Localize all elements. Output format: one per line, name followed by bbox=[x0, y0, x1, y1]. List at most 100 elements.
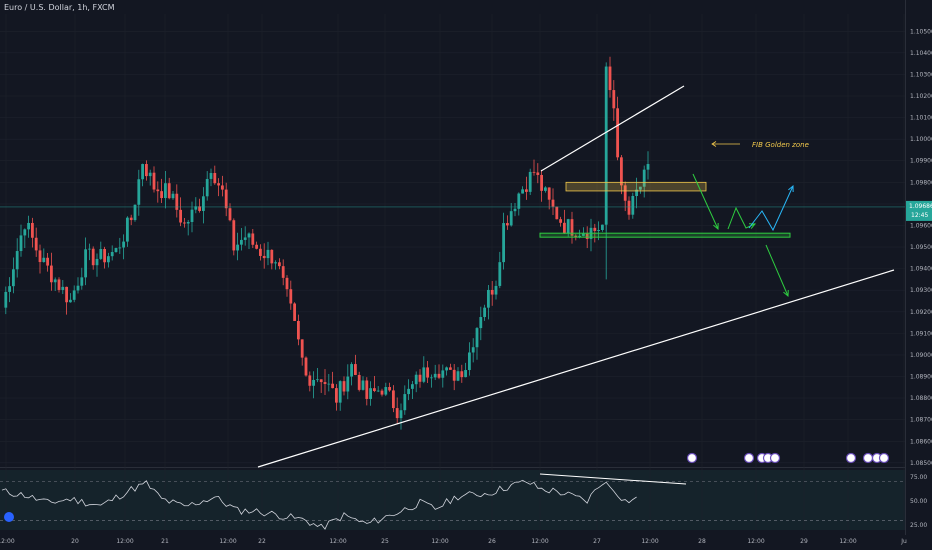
candle-body bbox=[327, 383, 331, 385]
candle-body bbox=[384, 387, 388, 395]
candle-body bbox=[437, 373, 441, 378]
oscillator-y-tick-label: 75.00 bbox=[910, 474, 927, 481]
candle-body bbox=[532, 171, 536, 173]
candle-body bbox=[570, 219, 574, 236]
x-tick-label: 12:00 bbox=[431, 538, 448, 545]
candle-body bbox=[255, 244, 258, 249]
candle-body bbox=[31, 222, 34, 238]
candle-body bbox=[259, 248, 262, 256]
candle-body bbox=[585, 233, 589, 239]
y-tick-label: 1.09900 bbox=[910, 158, 932, 165]
tradingview-logo-icon bbox=[4, 512, 14, 522]
x-tick-label: 12:00 bbox=[219, 538, 236, 545]
candle-body bbox=[4, 291, 8, 308]
candle-body bbox=[61, 286, 65, 290]
candle-body bbox=[452, 369, 456, 381]
candle-body bbox=[91, 248, 95, 266]
candle-body bbox=[376, 390, 380, 392]
x-tick-label: 12:00 bbox=[641, 538, 658, 545]
y-tick-label: 1.10100 bbox=[910, 115, 932, 122]
candle-body bbox=[297, 320, 300, 340]
candle-body bbox=[281, 266, 285, 278]
candle-body bbox=[509, 211, 513, 226]
candle-body bbox=[240, 239, 243, 245]
y-tick-label: 1.08900 bbox=[910, 374, 932, 381]
candle-body bbox=[597, 230, 600, 231]
y-tick-label: 1.10300 bbox=[910, 71, 932, 78]
projection-arrow-up-head bbox=[788, 184, 794, 193]
candle-body bbox=[373, 388, 376, 392]
candle-body bbox=[167, 183, 171, 199]
y-tick-label: 1.10500 bbox=[910, 28, 932, 35]
candle-body bbox=[126, 217, 129, 242]
y-tick-label: 1.09500 bbox=[910, 244, 932, 251]
candle-body bbox=[183, 222, 186, 224]
x-tick-label: 12:00 bbox=[329, 538, 346, 545]
event-marker-icon bbox=[862, 452, 874, 464]
candle-body bbox=[582, 233, 585, 236]
candle-body bbox=[224, 189, 228, 209]
projection-arrow-down-head bbox=[713, 222, 719, 231]
candle-body bbox=[228, 208, 232, 221]
candle-body bbox=[528, 171, 532, 192]
candle-body bbox=[99, 248, 103, 259]
candle-body bbox=[354, 364, 357, 375]
candle-body bbox=[164, 183, 167, 199]
candle-body bbox=[50, 265, 53, 283]
candle-body bbox=[369, 388, 372, 399]
candle-body bbox=[578, 235, 581, 238]
candle-body bbox=[441, 370, 445, 378]
y-tick-label: 1.09100 bbox=[910, 330, 932, 337]
candle-body bbox=[34, 237, 38, 251]
x-tick-label: 22 bbox=[258, 538, 266, 545]
candle-body bbox=[247, 233, 251, 238]
candle-body bbox=[221, 185, 224, 190]
candle-body bbox=[559, 219, 562, 223]
candle-body bbox=[46, 257, 49, 266]
candle-body bbox=[411, 384, 414, 389]
candle-body bbox=[547, 187, 551, 200]
candle-body bbox=[274, 262, 277, 264]
candle-body bbox=[152, 172, 156, 190]
candle-body bbox=[540, 174, 543, 191]
candle-body bbox=[137, 179, 141, 205]
candle-body bbox=[114, 248, 118, 253]
candle-body bbox=[42, 257, 46, 263]
candle-body bbox=[460, 371, 464, 378]
candle-body bbox=[464, 370, 467, 378]
candle-body bbox=[331, 383, 334, 389]
candle-body bbox=[194, 206, 198, 210]
candle-body bbox=[623, 185, 627, 201]
candle-body bbox=[350, 364, 353, 377]
candle-body bbox=[289, 289, 293, 304]
candle-body bbox=[19, 235, 23, 252]
candle-body bbox=[293, 303, 296, 321]
candle-body bbox=[122, 241, 125, 248]
x-tick-label: 29 bbox=[800, 538, 808, 545]
candle-body bbox=[179, 209, 182, 223]
x-tick-label: 20 bbox=[71, 538, 79, 545]
y-tick-label: 1.09200 bbox=[910, 309, 932, 316]
candle-body bbox=[133, 204, 137, 221]
candle-body bbox=[635, 189, 638, 197]
candle-body bbox=[639, 186, 642, 190]
event-marker-icon bbox=[878, 452, 890, 464]
candle-body bbox=[627, 200, 631, 215]
candle-body bbox=[555, 206, 559, 220]
candle-body bbox=[171, 193, 175, 199]
candle-body bbox=[53, 279, 57, 283]
candle-body bbox=[69, 299, 72, 303]
y-tick-label: 1.09400 bbox=[910, 266, 932, 273]
y-tick-label: 1.09800 bbox=[910, 179, 932, 186]
candle-body bbox=[160, 191, 163, 199]
candle-body bbox=[357, 374, 361, 390]
candle-body bbox=[312, 379, 315, 386]
x-tick-label: 28 bbox=[698, 538, 706, 545]
ascending-trendline bbox=[257, 269, 895, 468]
candle-body bbox=[217, 183, 220, 186]
candle-body bbox=[346, 376, 350, 392]
candle-body bbox=[335, 388, 338, 403]
candle-body bbox=[544, 187, 547, 191]
candle-body bbox=[156, 189, 160, 192]
